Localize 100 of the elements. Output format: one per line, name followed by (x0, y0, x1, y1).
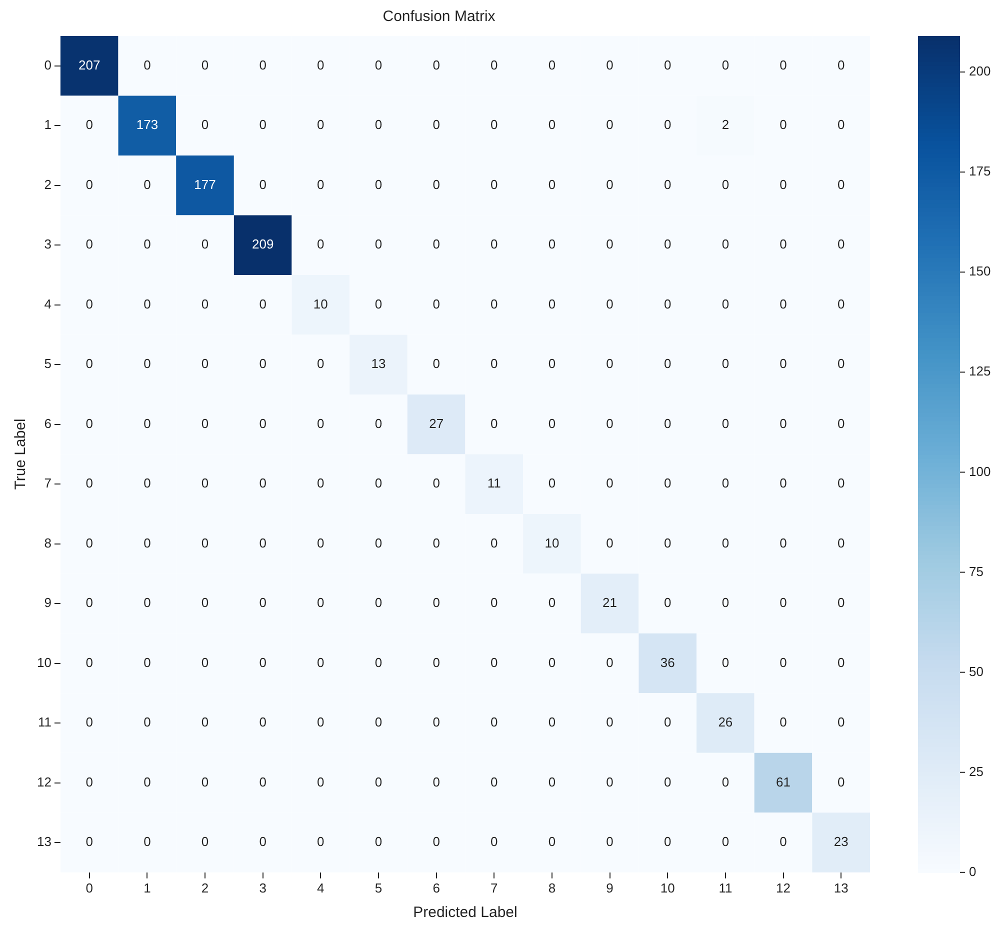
y-tick-label: 4 (44, 296, 52, 312)
data-label: 61 (776, 774, 790, 790)
data-label: 0 (837, 296, 845, 312)
x-tick-label: 0 (86, 880, 93, 896)
data-label: 0 (606, 714, 614, 730)
data-label: 0 (86, 416, 93, 431)
data-label: 0 (374, 714, 382, 730)
data-label: 0 (606, 356, 614, 372)
data-label: 0 (722, 296, 730, 312)
data-label: 0 (664, 176, 672, 192)
data-label: 0 (722, 416, 730, 431)
data-label: 0 (86, 834, 93, 850)
color-bar-label: 0 (969, 864, 976, 879)
data-label: 0 (317, 236, 324, 252)
y-axis-title: True Label (12, 418, 30, 490)
data-label: 0 (606, 535, 614, 550)
data-label: 0 (780, 654, 787, 670)
y-tick-label: 1 (44, 117, 52, 132)
data-label: 0 (317, 834, 324, 850)
data-label: 0 (548, 654, 556, 670)
data-label: 0 (144, 714, 151, 730)
data-label: 0 (490, 774, 498, 790)
chart-title: Confusion Matrix (382, 8, 496, 26)
data-label: 0 (144, 57, 151, 72)
data-label: 0 (432, 117, 440, 132)
data-label: 0 (837, 236, 845, 252)
data-label: 0 (780, 535, 787, 550)
data-label: 0 (548, 595, 556, 610)
data-label: 11 (487, 476, 501, 491)
data-label: 0 (664, 595, 672, 610)
data-label: 0 (144, 356, 151, 372)
data-label: 0 (432, 236, 440, 252)
data-label: 0 (780, 416, 787, 431)
data-label: 0 (606, 176, 614, 192)
data-label: 0 (259, 834, 266, 850)
data-label: 0 (259, 774, 266, 790)
data-label: 0 (201, 774, 209, 790)
y-tick-label: 2 (44, 176, 52, 192)
data-label: 0 (144, 774, 151, 790)
data-label: 0 (374, 117, 382, 132)
data-label: 0 (259, 176, 266, 192)
data-label: 0 (259, 476, 266, 491)
data-label: 0 (780, 714, 787, 730)
data-label: 0 (722, 476, 730, 491)
data-label: 0 (317, 535, 324, 550)
data-label: 0 (259, 714, 266, 730)
data-label: 0 (259, 356, 266, 372)
data-label: 0 (374, 296, 382, 312)
data-label: 2 (722, 117, 730, 132)
data-label: 0 (144, 236, 151, 252)
data-label: 0 (86, 476, 93, 491)
data-label: 0 (606, 774, 614, 790)
data-label: 0 (664, 774, 672, 790)
data-label: 0 (548, 176, 556, 192)
data-label: 0 (606, 296, 614, 312)
data-label: 0 (722, 236, 730, 252)
data-label: 0 (548, 57, 556, 72)
color-bar-label: 100 (969, 464, 991, 479)
data-label: 0 (490, 535, 498, 550)
data-label: 0 (490, 356, 498, 372)
y-tick-label: 9 (44, 595, 52, 610)
color-bar-label: 50 (969, 664, 984, 679)
color-bar-label: 75 (969, 564, 984, 579)
data-label: 0 (144, 296, 151, 312)
data-label: 0 (201, 296, 209, 312)
x-axis-title: Predicted Label (413, 904, 518, 922)
data-label: 0 (374, 595, 382, 610)
data-label: 0 (664, 296, 672, 312)
data-label: 0 (259, 595, 266, 610)
data-label: 0 (490, 296, 498, 312)
color-bar-label: 200 (969, 64, 991, 79)
data-label: 0 (144, 654, 151, 670)
data-label: 0 (664, 714, 672, 730)
color-bar-label: 150 (969, 264, 991, 279)
data-label: 0 (432, 476, 440, 491)
x-tick-label: 6 (432, 880, 440, 896)
data-label: 0 (837, 416, 845, 431)
data-label: 0 (317, 57, 324, 72)
data-label: 0 (259, 654, 266, 670)
data-label: 0 (317, 595, 324, 610)
data-label: 0 (432, 535, 440, 550)
data-label: 0 (606, 476, 614, 491)
data-label: 0 (259, 57, 266, 72)
data-label: 0 (722, 176, 730, 192)
data-label: 0 (837, 595, 845, 610)
data-label: 0 (664, 416, 672, 431)
data-label: 0 (317, 476, 324, 491)
data-label: 0 (259, 535, 266, 550)
data-label: 177 (194, 176, 216, 192)
data-label: 0 (259, 296, 266, 312)
data-label: 0 (317, 416, 324, 431)
data-label: 10 (544, 535, 560, 550)
data-label: 23 (834, 834, 848, 850)
data-label: 0 (837, 117, 845, 132)
data-label: 0 (664, 236, 672, 252)
data-label: 0 (432, 774, 440, 790)
data-label: 0 (722, 57, 730, 72)
data-label: 0 (144, 176, 151, 192)
data-label: 0 (317, 714, 324, 730)
x-tick-label: 7 (490, 880, 498, 896)
